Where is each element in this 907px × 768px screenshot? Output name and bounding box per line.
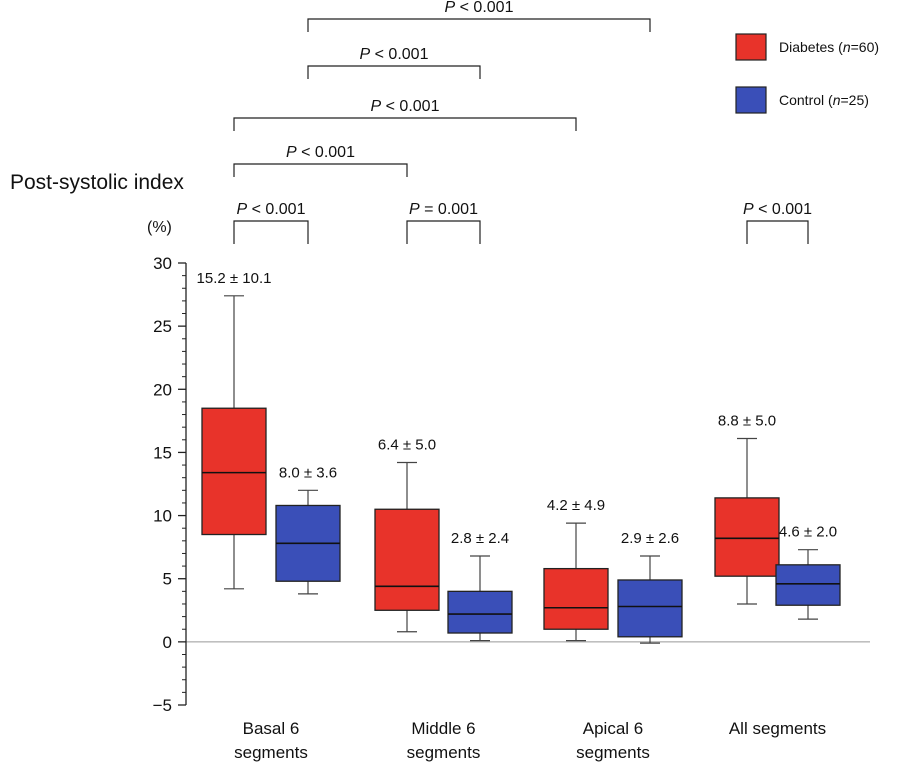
p-value-label: P = 0.001 [409, 201, 478, 218]
box-body [775, 564, 841, 606]
legend-swatch-control [735, 86, 767, 114]
category-label: Apical 6 [583, 719, 643, 738]
significance-brackets: P < 0.001 P = 0.001 P < 0.001 P < 0.001 P < … [233, 0, 812, 244]
box-control-1 [447, 555, 513, 642]
box-body [617, 579, 683, 638]
mean-sd-label: 4.2 ± 4.9 [547, 497, 605, 514]
y-tick-label: 20 [153, 380, 172, 399]
category-label-line2: segments [407, 743, 481, 762]
p-value-label: P < 0.001 [445, 0, 514, 16]
mean-sd-label: 15.2 ± 10.1 [197, 270, 272, 287]
box-diabetes-0 [201, 295, 267, 590]
category-label-line2: segments [576, 743, 650, 762]
mean-sd-label: 2.9 ± 2.6 [621, 530, 679, 547]
box-control-0 [275, 489, 341, 595]
significance-bracket [307, 18, 651, 32]
mean-sd-label: 6.4 ± 5.0 [378, 437, 436, 454]
mean-sd-label: 8.0 ± 3.6 [279, 464, 337, 481]
category-label: Basal 6 [243, 719, 300, 738]
box-control-3 [775, 549, 841, 620]
box-body [714, 497, 780, 577]
legend: Diabetes (n=60) Control (n=25) [735, 33, 879, 114]
boxes-group [201, 295, 841, 644]
y-tick-label: 15 [153, 443, 172, 462]
p-value-label: P < 0.001 [237, 201, 306, 218]
significance-bracket [746, 220, 809, 244]
significance-bracket [406, 220, 481, 244]
chart-title: Post-systolic index [10, 171, 184, 194]
y-tick-label: 5 [163, 570, 172, 589]
box-body [201, 407, 267, 536]
box-body [543, 567, 609, 630]
category-label-line2: segments [234, 743, 308, 762]
box-diabetes-2 [543, 522, 609, 642]
category-label: Middle 6 [411, 719, 475, 738]
category-label: All segments [729, 719, 826, 738]
box-body [374, 508, 440, 611]
mean-sd-label: 8.8 ± 5.0 [718, 413, 776, 430]
legend-label-diabetes: Diabetes (n=60) [779, 39, 879, 55]
x-axis-categories: Basal 6 segments Middle 6 segments Apical 6 s… [234, 719, 826, 762]
y-tick-label: 25 [153, 317, 172, 336]
p-value-label: P < 0.001 [371, 98, 440, 115]
legend-swatch-diabetes [735, 33, 767, 61]
box-control-2 [617, 555, 683, 644]
y-axis-unit-label: (%) [147, 219, 172, 236]
significance-bracket [233, 117, 577, 131]
y-tick-label: −5 [153, 696, 172, 715]
y-tick-label: 10 [153, 507, 172, 526]
significance-bracket [233, 220, 309, 244]
significance-bracket [307, 65, 481, 79]
y-tick-label: 0 [163, 633, 172, 652]
y-tick-label: 30 [153, 254, 172, 273]
box-body [447, 590, 513, 634]
p-value-label: P < 0.001 [286, 144, 355, 161]
box-diabetes-1 [374, 461, 440, 633]
box-annotations: 15.2 ± 10.1 6.4 ± 5.0 4.2 ± 4.9 8.8 ± 5.0 8.… [197, 270, 838, 547]
y-axis: −5 0 5 10 15 20 25 30 [153, 254, 187, 715]
mean-sd-label: 4.6 ± 2.0 [779, 524, 837, 541]
p-value-label: P < 0.001 [360, 46, 429, 63]
mean-sd-label: 2.8 ± 2.4 [451, 530, 509, 547]
legend-label-control: Control (n=25) [779, 92, 869, 108]
significance-bracket [233, 163, 408, 177]
p-value-label: P < 0.001 [743, 201, 812, 218]
box-diabetes-3 [714, 437, 780, 605]
